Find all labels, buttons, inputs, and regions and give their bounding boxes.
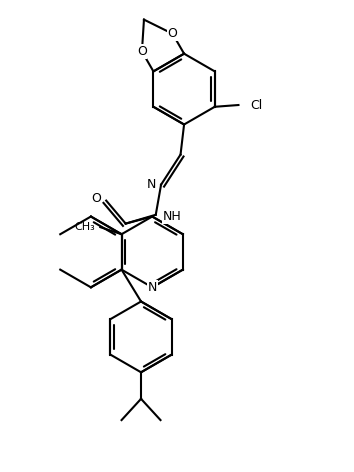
Text: N: N: [148, 281, 157, 294]
Text: O: O: [168, 27, 177, 40]
Text: CH₃: CH₃: [74, 222, 95, 232]
Text: Cl: Cl: [250, 99, 262, 111]
Text: N: N: [147, 178, 156, 191]
Text: O: O: [91, 192, 101, 205]
Text: O: O: [137, 45, 147, 58]
Text: NH: NH: [163, 210, 182, 223]
